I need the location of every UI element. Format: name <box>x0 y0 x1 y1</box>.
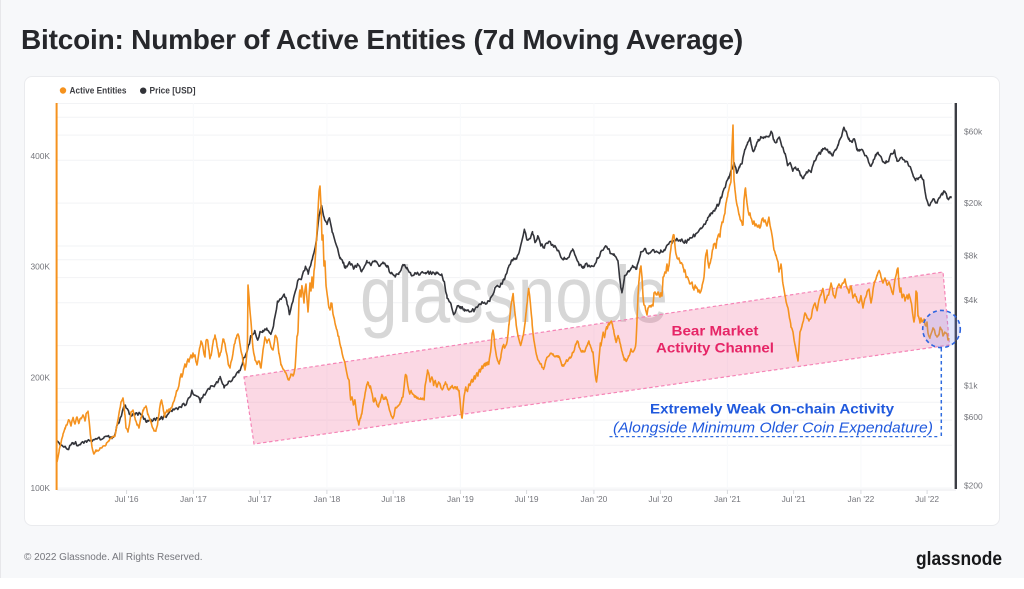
svg-text:Jan '17: Jan '17 <box>180 494 207 504</box>
svg-text:glassnode: glassnode <box>360 250 668 339</box>
svg-text:$8k: $8k <box>964 251 978 261</box>
svg-text:Jul '18: Jul '18 <box>381 494 405 504</box>
svg-text:$200: $200 <box>964 481 983 491</box>
svg-text:$1k: $1k <box>964 381 978 391</box>
svg-text:Jan '18: Jan '18 <box>314 494 341 504</box>
svg-text:Activity Channel: Activity Channel <box>656 341 774 356</box>
svg-text:Jul '21: Jul '21 <box>782 494 806 504</box>
svg-text:glassnode: glassnode <box>916 548 1002 570</box>
svg-text:$600: $600 <box>964 412 983 422</box>
svg-text:Jul '22: Jul '22 <box>915 494 939 504</box>
svg-text:$60k: $60k <box>964 127 983 137</box>
svg-text:Jul '17: Jul '17 <box>248 494 272 504</box>
svg-text:400K: 400K <box>30 151 50 161</box>
svg-text:(Alongside Minimum Older Coin: (Alongside Minimum Older Coin Expendatur… <box>613 421 933 437</box>
svg-text:100K: 100K <box>30 483 50 493</box>
svg-text:Jul '20: Jul '20 <box>648 494 672 504</box>
svg-text:Bear Market: Bear Market <box>672 324 760 339</box>
svg-text:Jan '20: Jan '20 <box>581 494 608 504</box>
svg-text:Extremely Weak On-chain Activi: Extremely Weak On-chain Activity <box>650 401 894 417</box>
svg-text:Active Entities: Active Entities <box>70 86 127 96</box>
svg-text:Price [USD]: Price [USD] <box>150 86 196 96</box>
svg-text:300K: 300K <box>30 262 50 272</box>
svg-text:Jan '19: Jan '19 <box>447 494 474 504</box>
svg-text:$20k: $20k <box>964 198 983 208</box>
svg-text:Jan '21: Jan '21 <box>714 494 741 504</box>
svg-text:$4k: $4k <box>964 295 978 305</box>
svg-text:Jul '16: Jul '16 <box>115 494 139 504</box>
svg-text:200K: 200K <box>30 372 50 382</box>
svg-text:Jan '22: Jan '22 <box>848 494 875 504</box>
svg-text:Jul '19: Jul '19 <box>515 494 539 504</box>
